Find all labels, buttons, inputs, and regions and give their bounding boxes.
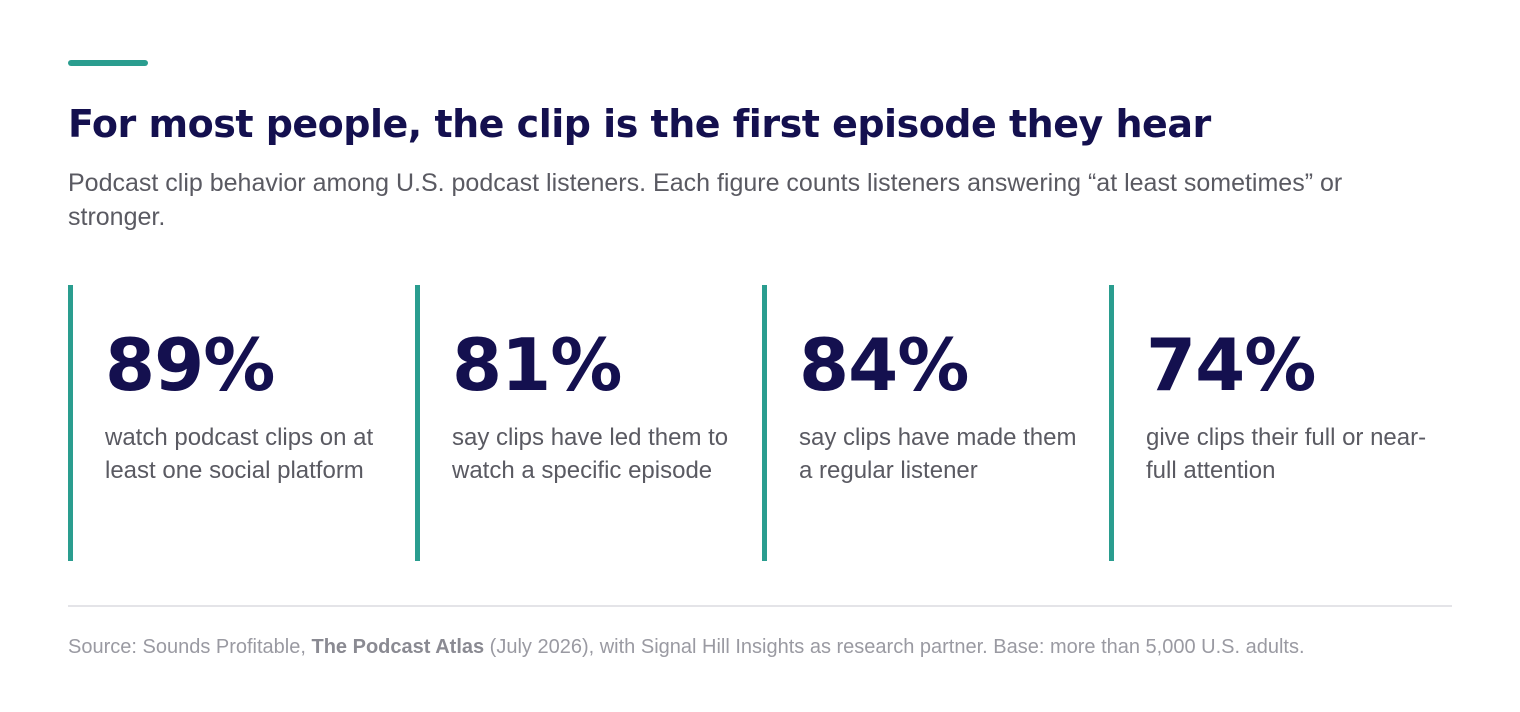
stat-value: 89%	[105, 323, 275, 407]
stat-card: 74% give clips their full or near-full a…	[1109, 285, 1426, 561]
stat-card: 81% say clips have led them to watch a s…	[415, 285, 728, 561]
divider	[68, 605, 1452, 607]
stat-label: watch podcast clips on at least one soci…	[105, 424, 374, 484]
source-prefix: Source: Sounds Profitable,	[68, 636, 312, 658]
stat-value: 74%	[1146, 323, 1316, 407]
source-suffix: (July 2026), with Signal Hill Insights a…	[484, 636, 1305, 658]
source-publication: The Podcast Atlas	[311, 636, 485, 658]
stat-label: say clips have led them to watch a speci…	[452, 424, 729, 484]
page-title: For most people, the clip is the first e…	[68, 102, 1211, 146]
stats-row: 89% watch podcast clips on at least one …	[68, 285, 1454, 561]
source-note: Source: Sounds Profitable, The Podcast A…	[68, 632, 1428, 662]
stat-card: 89% watch podcast clips on at least one …	[68, 285, 373, 561]
stat-label: say clips have made them a regular liste…	[799, 424, 1077, 484]
stat-card: 84% say clips have made them a regular l…	[762, 285, 1076, 561]
accent-bar	[68, 60, 148, 66]
page-subtitle: Podcast clip behavior among U.S. podcast…	[68, 169, 1343, 231]
stat-value: 84%	[799, 323, 969, 407]
stat-value: 81%	[452, 323, 622, 407]
stat-label: give clips their full or near-full atten…	[1146, 424, 1427, 484]
